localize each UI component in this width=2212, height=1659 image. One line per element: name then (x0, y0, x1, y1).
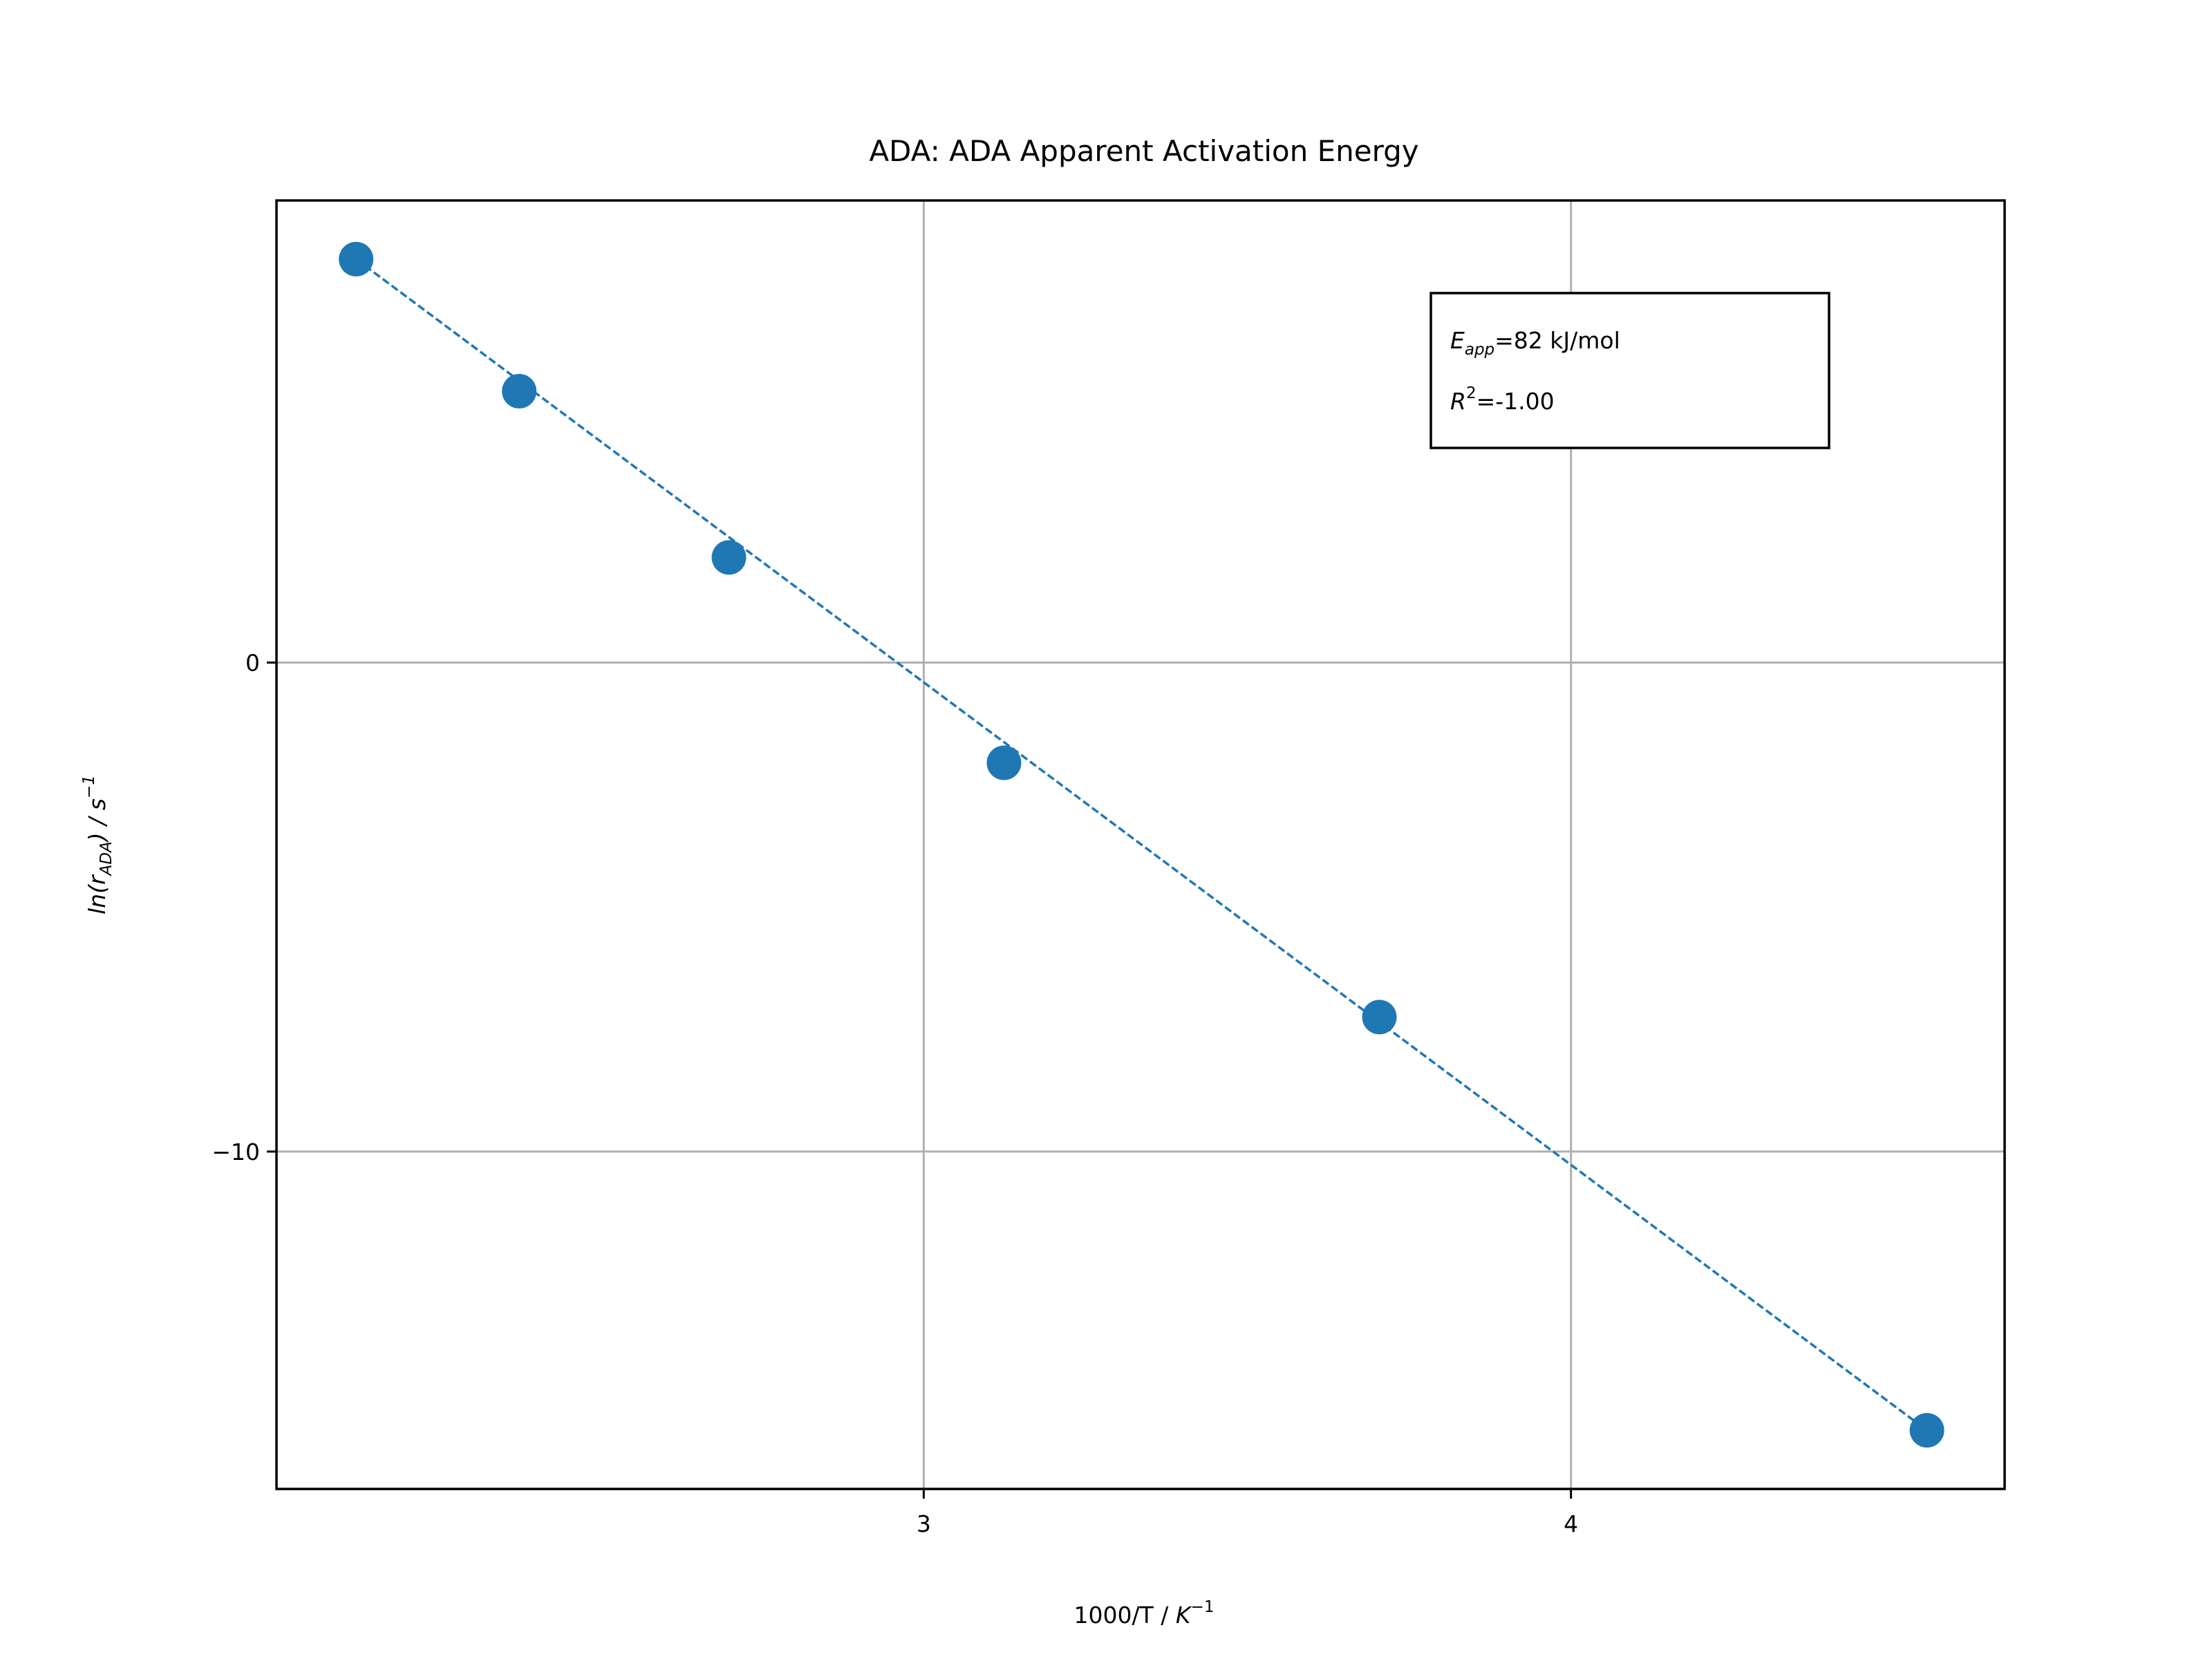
annotation-r-sup: 2 (1466, 384, 1477, 402)
data-point (502, 373, 537, 409)
y-tick-label: −10 (212, 1138, 260, 1165)
data-point (711, 540, 747, 575)
x-tick-label: 4 (1564, 1510, 1578, 1537)
annotation-r-var: R (1450, 388, 1466, 415)
fit-line-layer (355, 258, 1928, 1432)
y-axis-label-post: ) / s (84, 798, 111, 843)
y-axis-label-sup: −1 (80, 775, 98, 798)
x-axis-label-base: 1000/T / (1074, 1602, 1176, 1629)
y-axis-label-pre: ln(r (84, 874, 111, 915)
data-point (1909, 1413, 1944, 1448)
data-point (1362, 1000, 1397, 1035)
annotation-r-value: =-1.00 (1477, 388, 1555, 415)
annotation-eapp-sub: app (1465, 341, 1494, 359)
annotation-frame (1430, 292, 1830, 449)
annotation-eapp-var: E (1450, 327, 1465, 354)
data-points (339, 241, 1944, 1448)
annotation-line-activation-energy: Eapp=82 kJ/mol (1450, 327, 1620, 359)
plot-frame (275, 199, 2006, 1490)
x-axis-label-var: K (1176, 1602, 1192, 1629)
data-point (339, 241, 374, 276)
annotation-line-r-squared: R2=-1.00 (1450, 384, 1555, 415)
fit-line (355, 258, 1928, 1432)
data-point (986, 745, 1022, 780)
y-axis-label: ln(rADA) / s−1 (80, 775, 115, 915)
y-tick-label: 0 (245, 649, 260, 676)
chart-title: ADA: ADA Apparent Activation Energy (869, 134, 1418, 168)
annotation-box: Eapp=82 kJ/mol R2=-1.00 (1430, 292, 1830, 449)
x-tick-label: 3 (917, 1510, 931, 1537)
y-axis-label-sub: ADA (97, 841, 115, 877)
x-axis-label: 1000/T / K−1 (1074, 1598, 1215, 1629)
y-ticks: 0 −10 (212, 649, 276, 1165)
annotation-eapp-value: =82 kJ/mol (1494, 327, 1620, 354)
x-axis-label-sup: −1 (1191, 1598, 1215, 1616)
